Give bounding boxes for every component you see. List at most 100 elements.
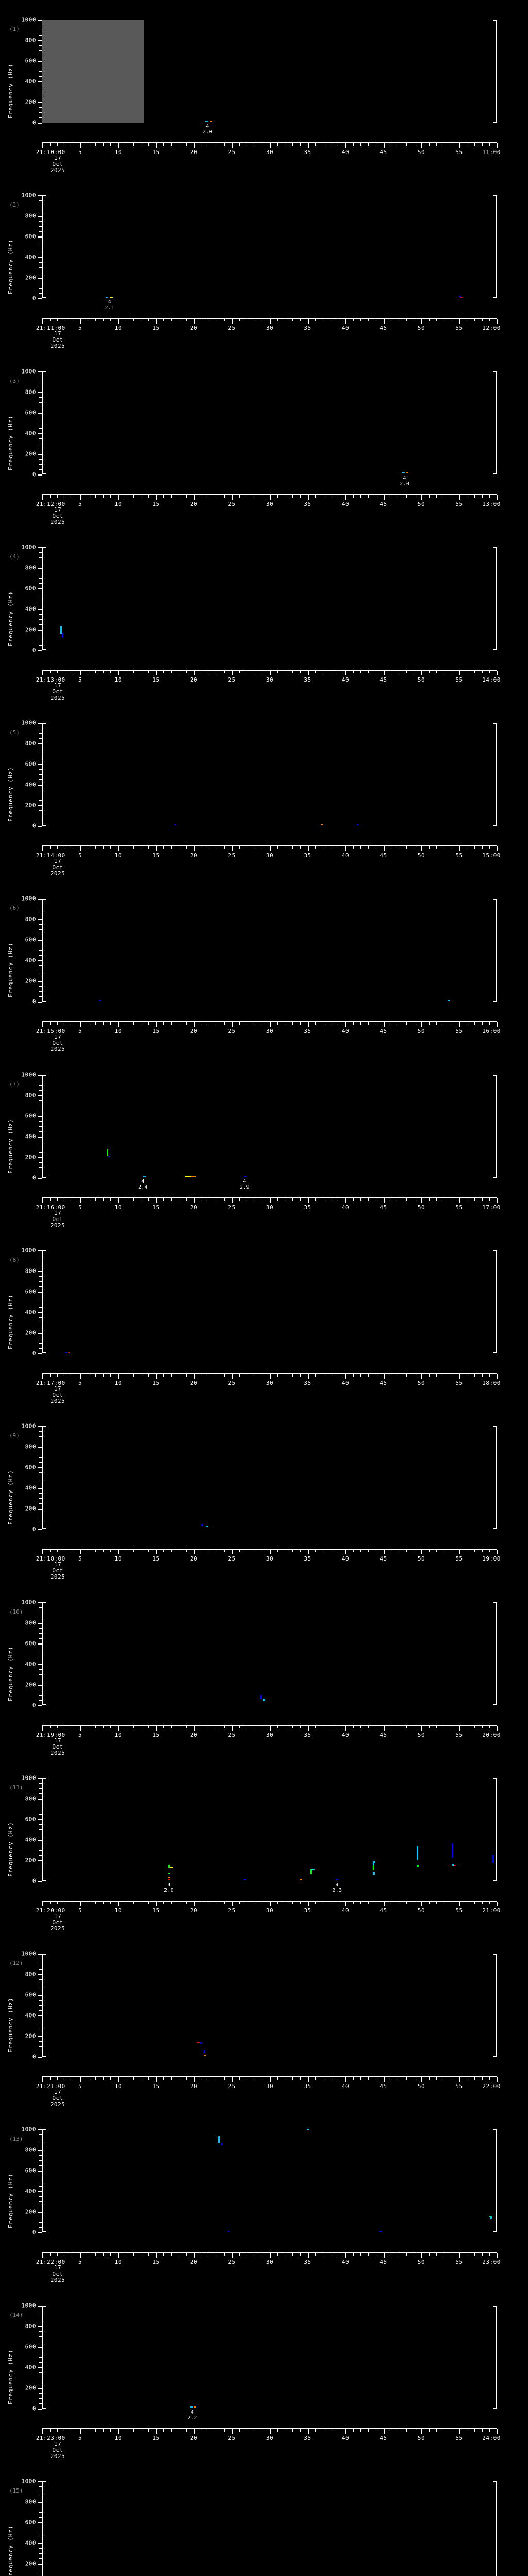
panel-index-label: (3) xyxy=(9,377,20,384)
y-axis-line xyxy=(42,1074,46,1178)
detection-mark xyxy=(191,1176,196,1177)
axis-cap xyxy=(493,195,497,197)
y-tick-minor xyxy=(39,1607,42,1608)
y-tick-major xyxy=(38,102,42,103)
time-tick-minor xyxy=(436,319,437,322)
time-tick-minor xyxy=(360,143,361,146)
time-tick-label: 55 xyxy=(455,325,463,332)
time-tick-minor xyxy=(103,319,104,322)
y-tick-major xyxy=(38,20,42,21)
time-tick-major xyxy=(459,1198,460,1203)
detection-mark xyxy=(300,1879,302,1880)
y-tick-major xyxy=(38,257,42,259)
y-tick-major xyxy=(38,650,42,651)
y-tick-minor xyxy=(39,2336,42,2337)
time-tick-label: 11:00 xyxy=(482,149,501,156)
time-tick-minor xyxy=(300,1198,301,1201)
time-tick-label: 55 xyxy=(455,1731,463,1738)
y-axis-line-right xyxy=(493,1250,497,1353)
time-tick-label: 55 xyxy=(455,149,463,156)
y-tick-minor xyxy=(39,2512,42,2513)
time-tick-minor xyxy=(50,143,51,146)
y-axis-title: Frequency (Hz) xyxy=(7,2173,14,2229)
y-tick-major xyxy=(38,1643,42,1645)
time-tick-minor xyxy=(406,2429,407,2432)
axis-cap xyxy=(42,1001,46,1002)
axis-cap xyxy=(493,297,497,299)
time-tick-minor xyxy=(95,1550,96,1553)
spectrogram-panel: (12) Frequency (Hz) 0 200 400 600 800 1000 21:21… xyxy=(0,1934,528,2110)
time-tick-minor xyxy=(239,143,240,146)
y-tick-label: 800 xyxy=(25,1619,36,1626)
time-tick-minor xyxy=(224,1901,225,1904)
time-tick-minor xyxy=(436,143,437,146)
y-tick-label: 1000 xyxy=(21,368,36,375)
time-tick-minor xyxy=(436,670,437,673)
time-tick-major xyxy=(383,670,385,675)
time-tick-major xyxy=(42,846,43,852)
time-tick-minor xyxy=(50,1022,51,1025)
time-tick-major xyxy=(497,1901,498,1906)
y-tick-minor xyxy=(39,226,42,227)
time-tick-major xyxy=(118,2429,119,2434)
time-tick-minor xyxy=(186,1198,187,1201)
time-tick-minor xyxy=(148,2253,149,2256)
y-axis-line-right xyxy=(493,547,497,650)
time-tick-minor xyxy=(482,1901,483,1904)
time-tick-minor xyxy=(103,2077,104,2080)
time-tick-minor xyxy=(171,1198,172,1201)
time-tick-label: 21:11:00 xyxy=(36,325,65,332)
time-tick-label: 45 xyxy=(380,149,387,156)
time-tick-minor xyxy=(315,319,316,322)
y-tick-major xyxy=(38,547,42,548)
time-tick-minor xyxy=(277,319,278,322)
time-tick-label: 16:00 xyxy=(482,1028,501,1035)
detection-mark xyxy=(185,1176,195,1177)
y-tick-major xyxy=(38,2212,42,2213)
spectrogram-panel: (9) Frequency (Hz) 0 200 400 600 800 1000 21:18:… xyxy=(0,1406,528,1582)
axis-cap xyxy=(42,1352,46,1353)
time-tick-minor xyxy=(57,1198,58,1201)
time-tick-major xyxy=(194,2253,195,2258)
y-axis-line xyxy=(42,899,46,1002)
time-tick-minor xyxy=(110,319,111,322)
spectrogram-panel: (4) Frequency (Hz) 0 200 400 600 800 1000 21:13:… xyxy=(0,528,528,703)
y-tick-minor xyxy=(39,1638,42,1639)
y-tick-major xyxy=(38,278,42,279)
axis-date-label: 17 Oct 2025 xyxy=(50,682,65,701)
time-tick-minor xyxy=(103,1901,104,1904)
time-tick-minor xyxy=(428,670,430,673)
time-tick-minor xyxy=(57,2077,58,2080)
time-tick-major xyxy=(270,1901,271,1906)
time-tick-minor xyxy=(95,319,96,322)
y-tick-minor xyxy=(39,2201,42,2202)
y-tick-minor xyxy=(39,1850,42,1851)
time-tick-major xyxy=(80,1198,81,1203)
time-tick-minor xyxy=(186,846,187,850)
time-tick-minor xyxy=(277,670,278,673)
time-tick-minor xyxy=(163,1550,164,1553)
axis-cap xyxy=(493,2129,497,2131)
time-tick-minor xyxy=(277,1022,278,1025)
time-tick-label: 55 xyxy=(455,1555,463,1563)
y-tick-minor xyxy=(39,738,42,739)
y-tick-major xyxy=(38,453,42,455)
y-tick-label: 400 xyxy=(25,1660,36,1668)
axis-cap xyxy=(42,2231,46,2233)
time-tick-minor xyxy=(489,1198,490,1201)
y-tick-minor xyxy=(39,2558,42,2559)
detection-mark xyxy=(206,1525,208,1527)
time-tick-label: 35 xyxy=(304,325,311,332)
time-tick-label: 40 xyxy=(341,852,350,859)
time-tick-minor xyxy=(224,2077,225,2080)
axis-cap xyxy=(493,1001,497,1002)
time-tick-minor xyxy=(110,143,111,146)
time-tick-label: 21:19:00 xyxy=(36,1731,65,1738)
time-tick-label: 25 xyxy=(228,149,236,156)
y-tick-label: 200 xyxy=(25,1505,36,1512)
time-tick-major xyxy=(156,670,157,675)
time-tick-minor xyxy=(50,2429,51,2432)
time-tick-minor xyxy=(239,1550,240,1553)
time-tick-minor xyxy=(300,2077,301,2080)
